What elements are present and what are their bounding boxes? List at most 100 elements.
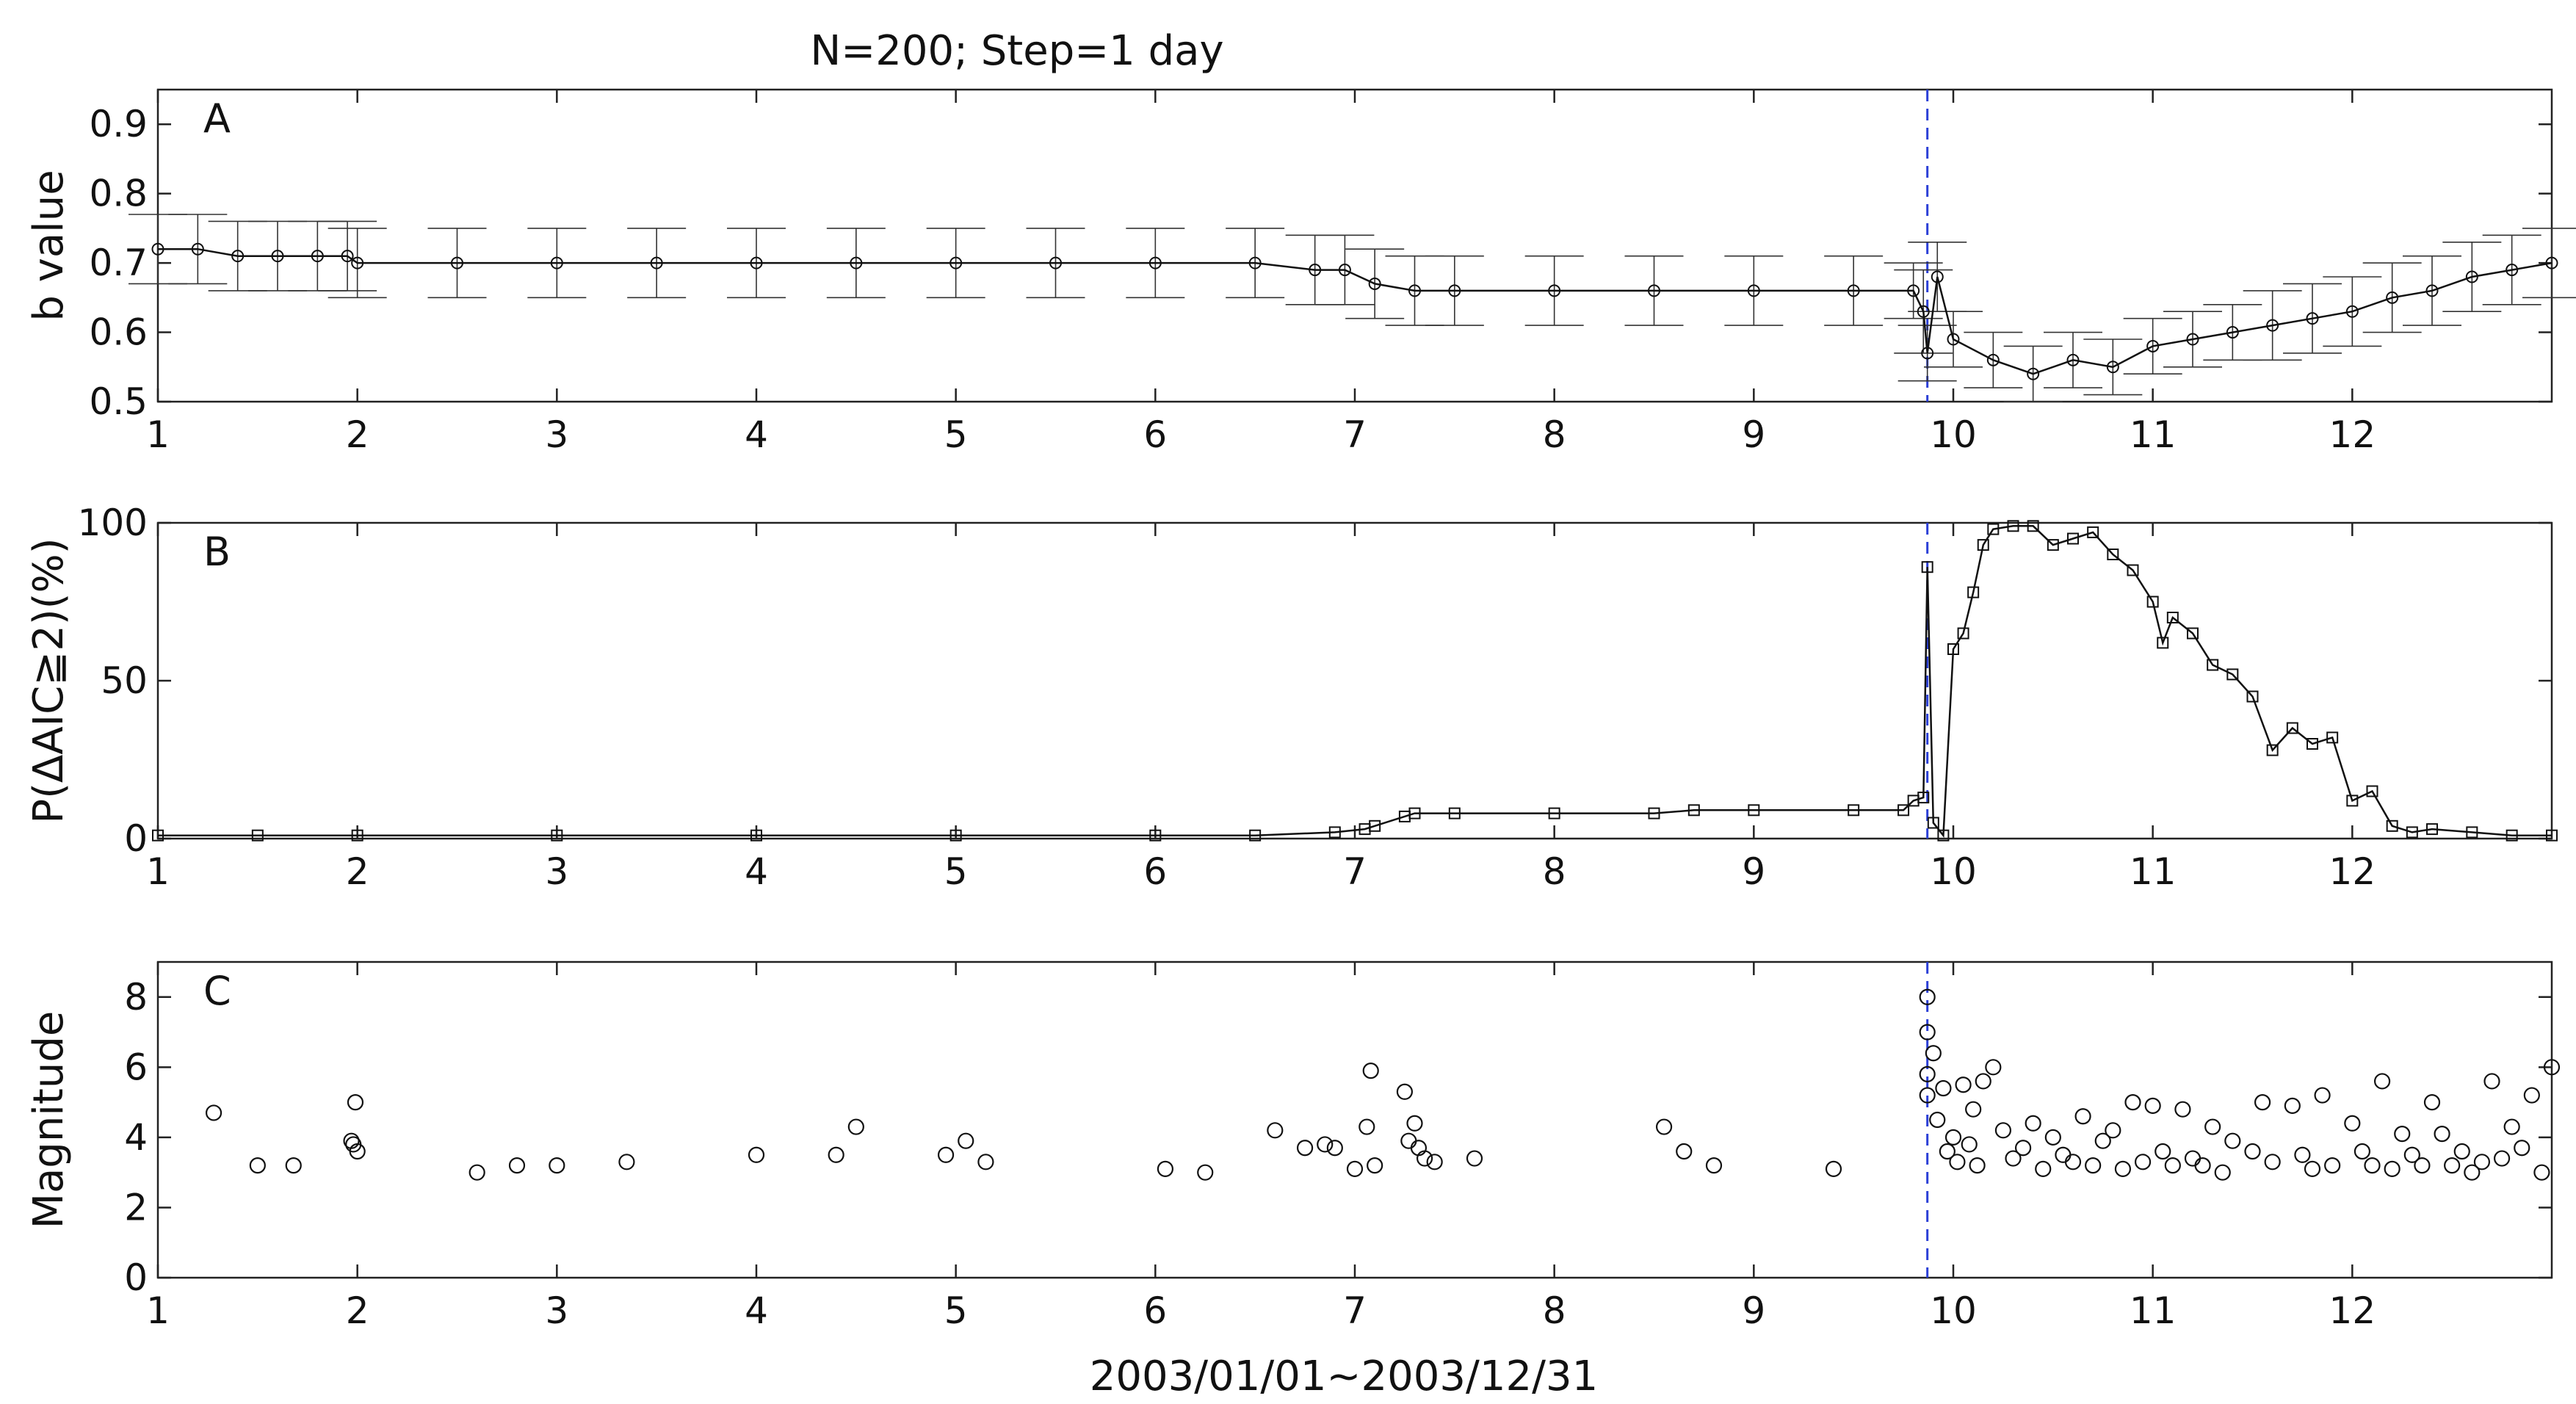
data-point [2186,333,2199,346]
x-tick-label: 9 [1742,413,1765,456]
data-point [2246,690,2259,703]
x-tick-label: 3 [545,1289,568,1332]
data-point [1919,1024,1936,1041]
x-tick-label: 1 [146,1289,170,1332]
data-point [2306,312,2319,325]
data-point [1416,1150,1433,1167]
data-point [249,1157,266,1174]
data-point [2514,1140,2530,1157]
data-point [2545,256,2558,269]
data-point [2144,1097,2161,1114]
data-point [1248,256,1262,269]
data-point [1448,807,1461,819]
data-point [2326,731,2339,744]
data-point [1977,539,1989,551]
data-point [1648,807,1660,819]
data-point [231,250,245,263]
data-point [1149,829,1162,842]
data-point [2007,520,2019,532]
data-point [1939,1143,1955,1160]
data-point [2124,1094,2141,1111]
data-point [2014,1140,2032,1157]
data-point [2386,819,2398,832]
data-point [2087,526,2099,538]
x-tick-label: 11 [2130,413,2177,456]
data-point [750,829,762,842]
data-point [2465,270,2478,283]
y-axis-label: Magnitude [25,1011,73,1229]
data-point [285,1157,302,1174]
x-tick-label: 9 [1742,1289,1765,1332]
data-point [2284,1097,2301,1114]
data-point [1367,1157,1383,1174]
data-point [2464,1164,2481,1181]
data-point [618,1154,635,1170]
data-point [2426,823,2438,836]
data-point [205,1104,222,1121]
series-line [158,247,2553,375]
data-point [1426,1154,1443,1170]
y-tick-label: 0.6 [89,311,148,354]
data-point [2085,1157,2102,1174]
data-point [1448,284,1461,297]
y-tick-label: 0 [124,1256,148,1299]
data-point [1396,1083,1414,1100]
y-tick-label: 4 [124,1116,148,1159]
x-tick-label: 2 [346,850,369,893]
x-tick-label: 3 [545,413,568,456]
data-point [2127,564,2139,576]
x-tick-label: 1 [146,850,170,893]
x-tick-label: 4 [745,413,768,456]
data-point [2354,1143,2371,1160]
series-line [158,525,2552,839]
data-point [2434,1126,2450,1143]
data-point [2044,1129,2061,1146]
data-point [2324,1157,2341,1174]
x-tick-label: 10 [1930,1289,1977,1332]
data-point [2194,1157,2211,1174]
data-point [1967,586,1980,598]
data-point [977,1154,994,1170]
x-tick-label: 6 [1143,850,1167,893]
data-point [549,1157,565,1174]
panel-label: A [203,95,231,142]
data-point [949,829,962,842]
data-point [2094,1132,2111,1149]
x-tick-label: 5 [944,1289,968,1332]
data-point [1931,270,1944,283]
data-point [1400,1132,1417,1149]
panel-label: C [203,968,231,1014]
data-point [2425,284,2439,297]
data-point [2106,361,2119,374]
data-point [1825,1160,1842,1177]
data-point [2444,1157,2461,1174]
data-point [1346,1160,1364,1177]
data-point [2466,826,2478,839]
data-point [347,1094,364,1111]
data-point [1919,1087,1936,1104]
data-point [828,1146,844,1163]
x-tick-label: 4 [745,1289,768,1332]
data-point [1925,1045,1942,1062]
x-tick-label: 8 [1543,413,1566,456]
x-tick-label: 10 [1930,850,1977,893]
data-point [949,256,963,269]
x-tick-label: 8 [1543,1289,1566,1332]
data-point [1975,1073,1991,1090]
data-point [1369,819,1381,832]
data-point [1985,1059,2002,1076]
data-point [1917,305,1930,318]
data-point [1309,264,1322,277]
data-point [351,256,364,269]
data-point [2403,1146,2420,1163]
data-point [341,250,354,263]
data-point [1317,1136,1334,1153]
data-point [451,256,463,269]
data-point [1249,829,1262,842]
data-point [1986,353,2000,366]
data-point [2207,659,2219,671]
y-tick-label: 50 [101,659,148,702]
data-point [152,829,164,842]
